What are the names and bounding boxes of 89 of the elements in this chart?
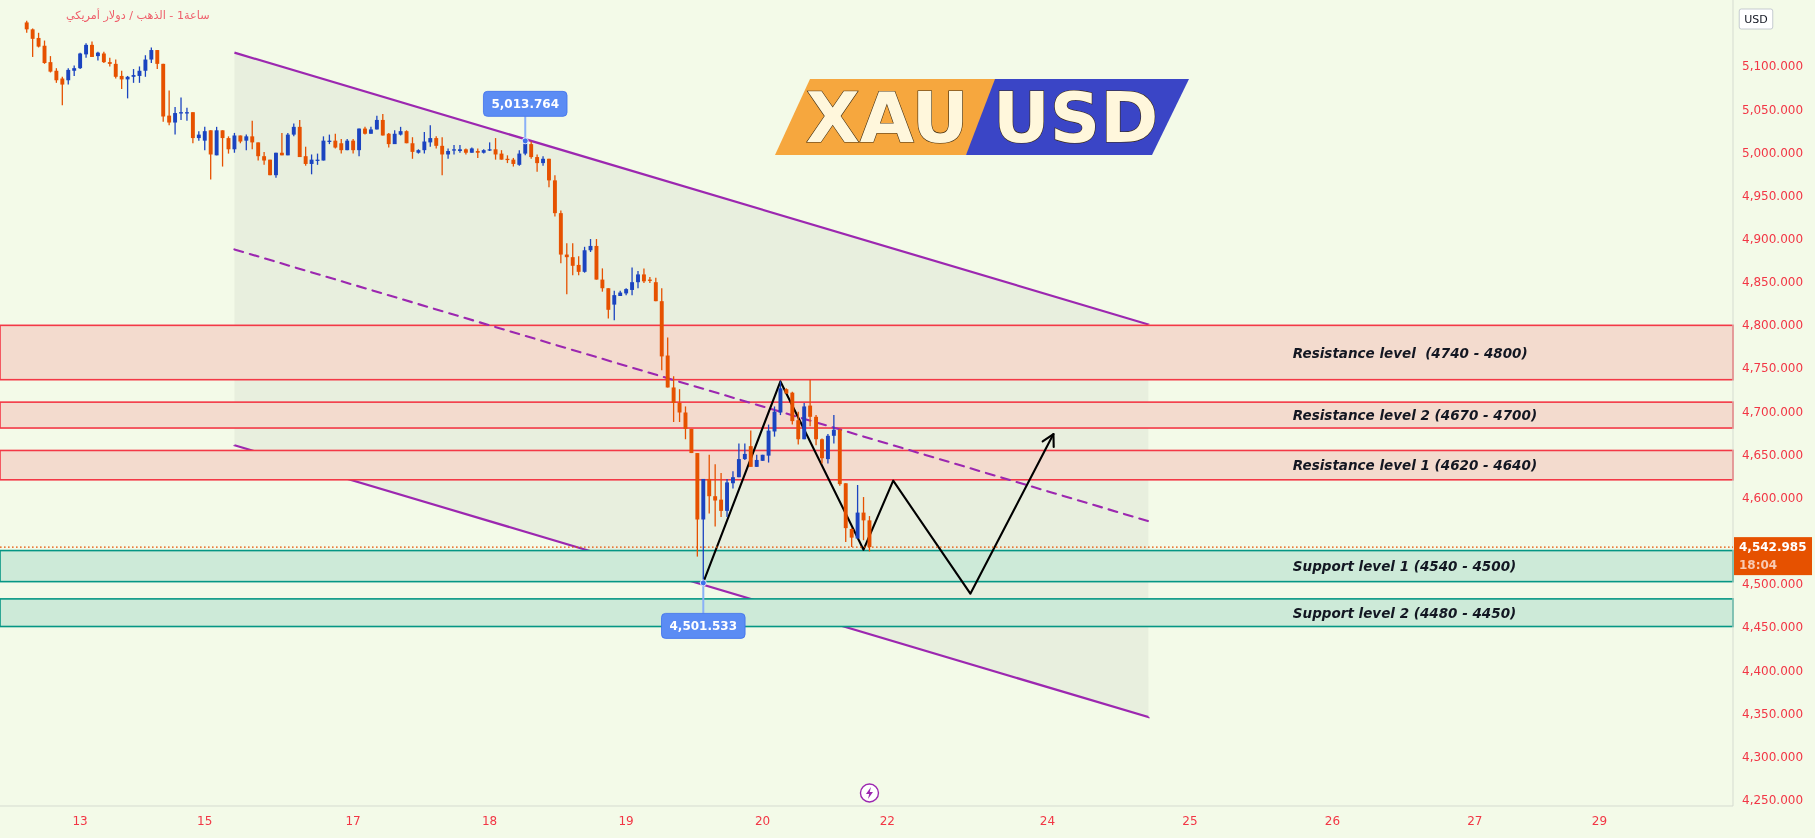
candlestick	[113, 58, 118, 80]
y-tick-label: 4,500.000	[1742, 577, 1804, 592]
band-label: Support level 2 (4480 - 4450)	[1292, 604, 1517, 621]
y-tick-label: 4,400.000	[1742, 663, 1804, 678]
text: الذهب / دولار أمريكي - 1ساعة	[66, 7, 210, 23]
candlestick	[303, 146, 308, 167]
candlestick	[570, 242, 575, 276]
y-tick-label: 5,000.000	[1742, 145, 1804, 160]
candlestick	[250, 120, 255, 150]
candlestick	[814, 414, 819, 446]
candlestick	[671, 375, 676, 423]
candlestick	[422, 131, 427, 155]
band-label: Support level 1 (4540 - 4500)	[1292, 558, 1517, 575]
candlestick	[458, 144, 462, 154]
candlestick	[707, 454, 712, 515]
candlestick	[452, 144, 456, 156]
candlestick	[713, 463, 718, 528]
x-tick-label: 13	[72, 814, 88, 828]
y-tick-label: 4,850.000	[1742, 275, 1804, 290]
candlestick	[748, 429, 753, 468]
candlestick	[719, 472, 724, 518]
x-tick-label: 24	[1039, 814, 1056, 828]
candlestick	[831, 414, 836, 445]
candlestick	[440, 136, 445, 176]
y-tick-label: 4,450.000	[1742, 620, 1804, 635]
candlestick	[825, 433, 830, 465]
candlestick	[576, 255, 581, 276]
candlestick	[309, 153, 314, 175]
candlestick	[493, 137, 498, 161]
text: 18:04	[1739, 558, 1778, 573]
y-tick-label: 4,650.000	[1742, 447, 1804, 462]
y-tick-label: 4,350.000	[1742, 706, 1804, 721]
candlestick	[30, 27, 35, 58]
candlestick	[541, 155, 546, 167]
x-tick-label: 22	[879, 814, 895, 828]
candlestick	[167, 89, 172, 126]
candlestick	[796, 410, 801, 446]
annotation: 5,013.764	[491, 96, 560, 111]
candlestick	[612, 290, 617, 321]
y-tick-label: 5,100.000	[1742, 59, 1804, 74]
candlestick	[143, 54, 148, 78]
candlestick	[535, 153, 540, 173]
candlestick	[60, 76, 65, 106]
candlestick	[600, 267, 605, 293]
candlestick	[274, 152, 278, 179]
x-tick-label: 25	[1182, 814, 1198, 828]
y-tick-label: 4,300.000	[1742, 749, 1804, 764]
x-tick-label: 18	[481, 814, 498, 828]
candlestick	[256, 141, 261, 162]
candlestick	[820, 437, 824, 465]
band-label: Resistance level (4740 - 4800)	[1292, 344, 1528, 361]
x-tick-label: 29	[1591, 814, 1608, 828]
band-label: Resistance level 2 (4670 - 4700)	[1292, 407, 1538, 424]
y-tick-label: 4,250.000	[1742, 792, 1804, 807]
candlestick	[202, 126, 207, 151]
y-tick-label: 4,750.000	[1742, 361, 1804, 376]
candlestick	[428, 124, 433, 148]
candlestick	[232, 132, 237, 154]
y-tick-label: 4,900.000	[1742, 232, 1804, 247]
ref-line-label: 4,542.985	[1739, 540, 1807, 555]
y-tick-label: 4,800.000	[1742, 318, 1804, 333]
x-tick-label: 20	[755, 814, 771, 828]
candlestick	[736, 442, 741, 478]
candlestick	[731, 470, 735, 490]
y-tick-label: 4,600.000	[1742, 490, 1804, 505]
band-label: Resistance level 1 (4620 - 4640)	[1292, 457, 1538, 474]
x-tick-label: 17	[345, 814, 361, 828]
y-tick-label: 4,700.000	[1742, 404, 1804, 419]
annotation: 4,501.533	[669, 618, 738, 633]
candlestick	[220, 129, 225, 168]
x-tick-label: 27	[1467, 814, 1483, 828]
candlestick	[155, 49, 160, 70]
x-tick-label: 26	[1324, 814, 1341, 828]
text: XAU USD	[805, 77, 1159, 159]
candlestick	[321, 135, 326, 162]
y-tick-label: 5,050.000	[1742, 102, 1804, 117]
x-tick-label: 15	[197, 814, 213, 828]
candlestick	[262, 151, 267, 166]
candlestick	[606, 287, 611, 320]
candlestick	[582, 246, 587, 274]
candlestick	[547, 158, 551, 188]
candlestick	[630, 266, 635, 296]
candlestick	[677, 388, 682, 423]
candlestick	[808, 379, 813, 427]
y-tick-label: 4,950.000	[1742, 188, 1804, 203]
candlestick	[173, 106, 178, 136]
candlestick	[357, 127, 362, 157]
y-axis-title: USD	[1744, 12, 1768, 26]
x-tick-label: 19	[618, 814, 634, 828]
